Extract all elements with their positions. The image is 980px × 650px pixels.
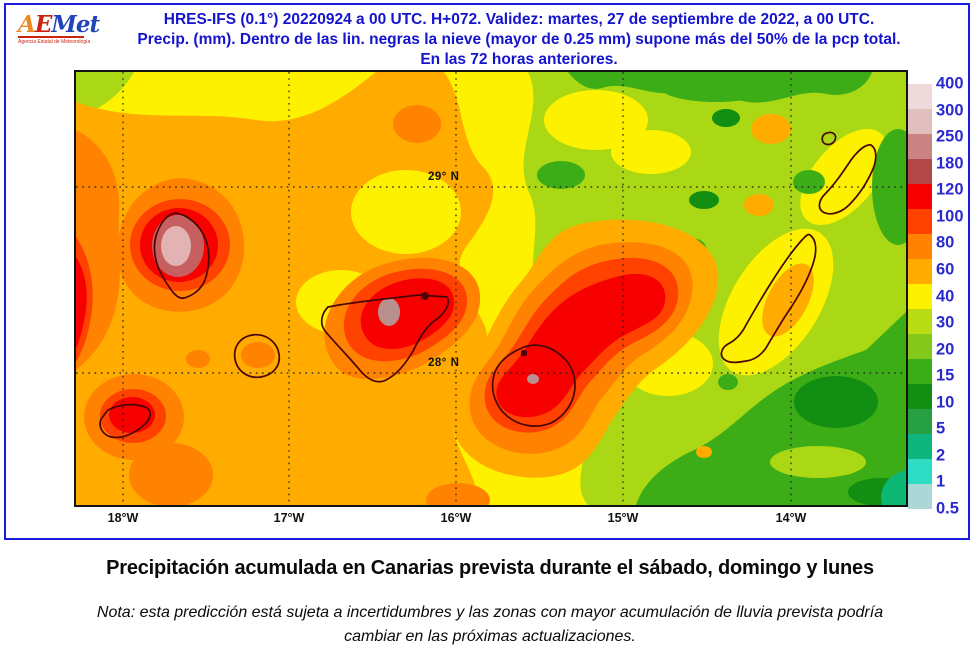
island-outline-lanzarote (818, 144, 877, 215)
legend-value: 2 (936, 446, 946, 465)
precipitation-map: 29° N 28° N (74, 70, 908, 507)
aemet-logo: AEMet Agencia Estatal de Meteorología (18, 13, 104, 45)
legend-swatch (908, 459, 932, 484)
island-outline-la-palma (153, 212, 210, 300)
legend-swatch (908, 234, 932, 259)
city-marker-star (421, 292, 429, 300)
title-line-1: HRES-IFS (0.1°) 20220924 a 00 UTC. H+072… (163, 11, 875, 28)
legend-swatch (908, 309, 932, 334)
legend-value: 250 (936, 127, 964, 146)
figure-caption: Precipitación acumulada en Canarias prev… (106, 557, 874, 579)
contour-fill-mauve-spots (378, 298, 539, 384)
lon-label-14w: 14°W (775, 511, 807, 525)
legend-value: 0.5 (936, 499, 959, 518)
lat-label-29n: 29° N (428, 171, 460, 183)
legend-swatch (908, 209, 932, 234)
logo-letter: E (34, 11, 53, 38)
legend-labels: 400 300 250 180 120 100 80 60 40 30 20 15 10 5 2 1 0.5 (936, 75, 980, 518)
legend-value: 5 (936, 419, 946, 438)
legend-swatch (908, 384, 932, 409)
map-title: HRES-IFS (0.1°) 20220924 a 00 UTC. H+072… (76, 10, 962, 70)
legend-swatch (908, 434, 932, 459)
legend-swatch (908, 184, 932, 209)
city-markers (421, 292, 528, 357)
legend-value: 400 (936, 74, 964, 93)
legend-value: 40 (936, 287, 955, 305)
legend-value: 300 (936, 101, 964, 120)
legend-value: 180 (936, 154, 964, 173)
contour-fill-pink-core (161, 226, 191, 266)
legend-value: 10 (936, 393, 955, 412)
title-line-3: En las 72 horas anteriores. (420, 51, 618, 68)
legend-value: 20 (936, 340, 955, 359)
contour-fill-teal-corner (881, 470, 906, 505)
legend-swatch (908, 284, 932, 309)
island-outline-el-hierro (99, 403, 151, 439)
note-line-2: cambiar en las próximas actualizaciones. (344, 628, 636, 645)
precipitation-contour-plot (76, 72, 906, 505)
logo-letter: t (89, 11, 101, 38)
grid-lines (76, 72, 906, 505)
logo-underline (18, 36, 84, 38)
legend-value: 60 (936, 260, 955, 279)
legend-value: 15 (936, 366, 955, 385)
figure-note: Nota: esta predicción está sujeta a ince… (70, 601, 910, 649)
legend-bar (908, 84, 932, 509)
blue-frame: AEMet Agencia Estatal de Meteorología HR… (4, 3, 970, 540)
island-outline-gran-canaria (491, 344, 576, 427)
legend-swatch (908, 84, 932, 109)
legend-value: 30 (936, 313, 955, 332)
legend-swatch (908, 109, 932, 134)
note-line-1: Nota: esta predicción está sujeta a ince… (96, 604, 884, 621)
island-outline-la-gomera (233, 333, 281, 379)
legend-value: 100 (936, 207, 964, 226)
contour-fill-chartreuse-inner (770, 446, 866, 478)
lon-label-17w: 17°W (273, 511, 305, 525)
aemet-logo-word: AEMet (18, 13, 104, 36)
logo-letter: A (18, 11, 36, 38)
legend-swatch (908, 159, 932, 184)
lon-label-15w: 15°W (607, 511, 639, 525)
legend-swatch (908, 259, 932, 284)
logo-letter: M (51, 11, 76, 38)
legend-swatch (908, 359, 932, 384)
logo-subtitle: Agencia Estatal de Meteorología (18, 39, 91, 45)
legend-value: 120 (936, 180, 964, 199)
legend-swatch (908, 409, 932, 434)
island-outline-la-graciosa (821, 131, 837, 146)
island-coastlines (99, 131, 877, 439)
legend-swatch (908, 484, 932, 509)
title-line-2: Precip. (mm). Dentro de las lin. negras … (137, 31, 901, 48)
lon-label-16w: 16°W (440, 511, 472, 525)
legend-swatch (908, 134, 932, 159)
legend-value: 1 (936, 472, 946, 491)
lon-label-18w: 18°W (107, 511, 139, 525)
island-outline-fuerteventura (720, 233, 817, 364)
legend-swatch (908, 334, 932, 359)
lat-label-28n: 28° N (428, 357, 460, 369)
logo-letter: e (75, 11, 91, 38)
city-marker-star (520, 349, 528, 357)
legend-value: 80 (936, 233, 955, 252)
